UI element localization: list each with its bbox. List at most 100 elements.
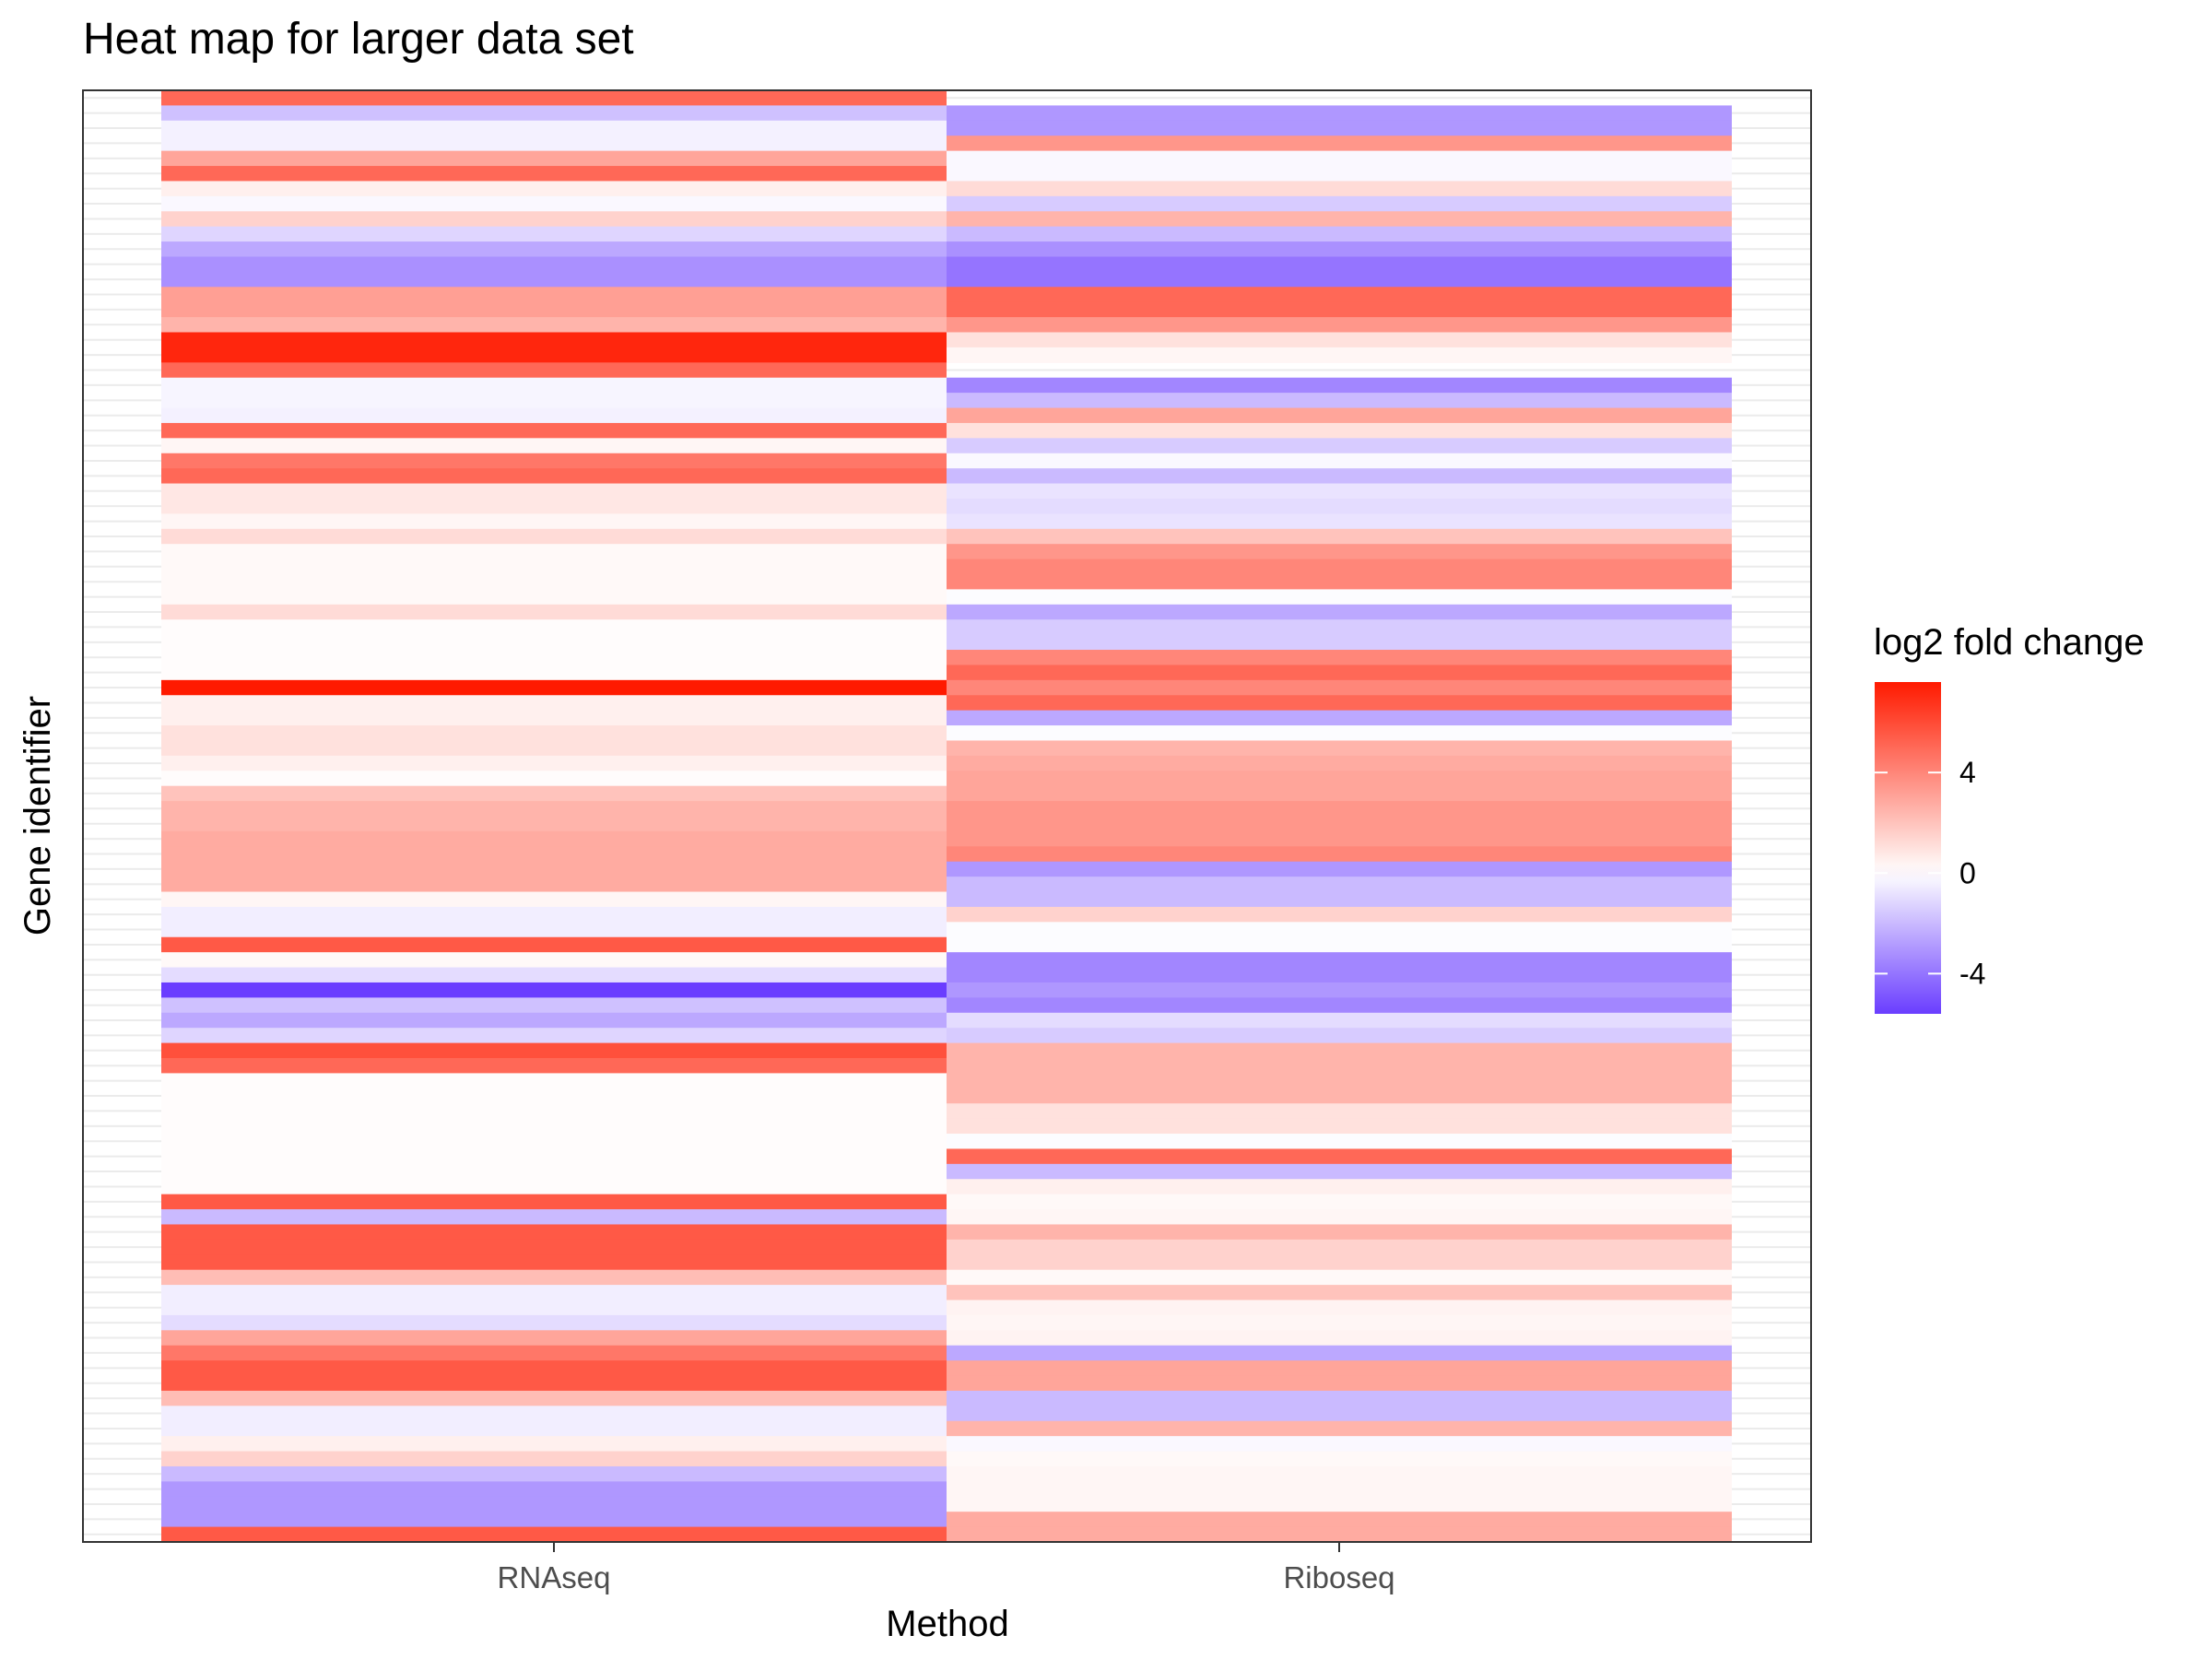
heatmap-cell [161, 816, 947, 832]
heatmap-cell [161, 407, 947, 424]
heatmap-cell [947, 952, 1732, 969]
heatmap-cell [947, 1028, 1732, 1044]
heatmap-cell [161, 574, 947, 591]
heatmap-cell [161, 1209, 947, 1226]
heatmap-cell [161, 952, 947, 969]
heatmap-cell [947, 634, 1732, 651]
heatmap-cell [161, 1103, 947, 1120]
heatmap-cell [947, 619, 1732, 636]
x-tick-label: RNAseq [498, 1560, 611, 1594]
heatmap-cell [947, 1420, 1732, 1437]
heatmap-cell [947, 1103, 1732, 1120]
heatmap-cell [161, 1194, 947, 1210]
heatmap-cell [947, 1314, 1732, 1331]
heatmap-cell [161, 710, 947, 726]
legend: log2 fold change 4 0 -4 [1874, 622, 2145, 1014]
heatmap-cell [947, 528, 1732, 545]
heatmap-cell [947, 181, 1732, 197]
heatmap-cell [161, 1163, 947, 1180]
heatmap-cell [161, 801, 947, 818]
heatmap-cell [161, 301, 947, 318]
heatmap-cell [947, 1118, 1732, 1135]
heatmap-cell [161, 241, 947, 258]
heatmap-cell [947, 332, 1732, 348]
heatmap-cell [161, 679, 947, 696]
plot-border [82, 89, 1812, 1543]
heatmap-cell [947, 785, 1732, 802]
heatmap-cell [947, 1496, 1732, 1512]
heatmap-cell [161, 498, 947, 514]
heatmap-cell [161, 1406, 947, 1422]
legend-title: log2 fold change [1874, 622, 2145, 663]
heatmap-cell [947, 347, 1732, 363]
x-axis: RNAseq Riboseq [498, 1542, 1395, 1594]
legend-colorbar [1875, 682, 1941, 1014]
heatmap-cell [947, 271, 1732, 288]
heatmap-cell [161, 1512, 947, 1528]
heatmap-cell [161, 211, 947, 228]
heatmap-cell [947, 1224, 1732, 1241]
legend-tick-label: 4 [1959, 756, 1976, 789]
heatmap-cell [947, 498, 1732, 514]
heatmap-cell [947, 1058, 1732, 1075]
heatmap-cell [161, 544, 947, 560]
heatmap-cell [947, 1209, 1732, 1226]
heatmap-cell [947, 120, 1732, 136]
heatmap-cell [947, 801, 1732, 818]
heatmap-cell [947, 287, 1732, 303]
heatmap-cell [947, 1269, 1732, 1286]
heatmap-cell [947, 982, 1732, 998]
heatmap-cell [161, 1118, 947, 1135]
heatmap-cell [947, 936, 1732, 953]
heatmap-cell [947, 755, 1732, 771]
heatmap-cell [161, 1134, 947, 1150]
heatmap-cell [947, 679, 1732, 696]
heatmap-cell [161, 1028, 947, 1044]
heatmap-cell [161, 422, 947, 439]
heatmap-cell [161, 1254, 947, 1271]
heatmap-cell [947, 830, 1732, 847]
heatmap-cell [947, 604, 1732, 620]
heatmap-cell [161, 906, 947, 923]
heatmap-cell [947, 1239, 1732, 1255]
heatmap-cell [947, 1134, 1732, 1150]
heatmap-cell [161, 166, 947, 182]
heatmap-cell [161, 559, 947, 575]
y-axis-label: Gene identifier [18, 696, 58, 935]
heatmap-cell [947, 861, 1732, 877]
heatmap-cell [161, 135, 947, 152]
heatmap-cell [947, 1451, 1732, 1467]
heatmap-cell [161, 1420, 947, 1437]
heatmap-cell [947, 1148, 1732, 1165]
heatmap-cell [947, 695, 1732, 712]
heatmap-cell [947, 771, 1732, 787]
heatmap-cell [161, 1481, 947, 1498]
heatmap-cell [161, 195, 947, 212]
heatmap-cell [161, 785, 947, 802]
heatmap-cell [161, 877, 947, 893]
heatmap-cell [161, 1148, 947, 1165]
heatmap-cell [161, 332, 947, 348]
heatmap-cell [161, 362, 947, 379]
heatmap-cell [161, 967, 947, 983]
heatmap-cell [947, 1436, 1732, 1453]
heatmap-cell [947, 393, 1732, 409]
heatmap-cell [161, 695, 947, 712]
heatmap-cell [161, 483, 947, 500]
heatmap-cell [161, 619, 947, 636]
heatmap-cell [947, 301, 1732, 318]
heatmap-cell [947, 589, 1732, 606]
heatmap-cells [161, 90, 1732, 1543]
heatmap-cell [161, 1330, 947, 1347]
heatmap-cell [161, 861, 947, 877]
heatmap-cell [161, 1012, 947, 1029]
heatmap-cell [161, 1345, 947, 1361]
heatmap-cell [947, 1360, 1732, 1377]
heatmap-cell [947, 211, 1732, 228]
heatmap-cell [947, 846, 1732, 863]
heatmap-cell [161, 830, 947, 847]
heatmap-cell [947, 665, 1732, 681]
heatmap-cell [161, 271, 947, 288]
heatmap-cell [161, 771, 947, 787]
heatmap-cell [947, 725, 1732, 742]
